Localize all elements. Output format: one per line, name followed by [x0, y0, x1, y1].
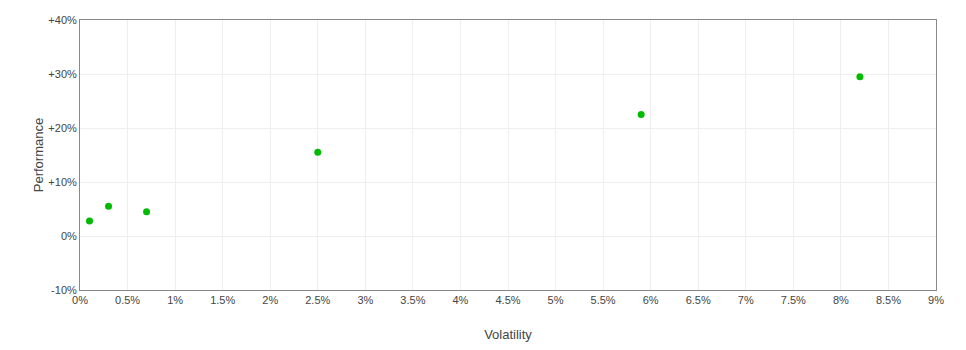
svg-text:4.5%: 4.5% — [495, 294, 520, 306]
svg-text:Performance: Performance — [31, 118, 46, 192]
svg-text:7.5%: 7.5% — [781, 294, 806, 306]
svg-text:9%: 9% — [928, 294, 944, 306]
svg-text:6.5%: 6.5% — [686, 294, 711, 306]
svg-text:3.5%: 3.5% — [400, 294, 425, 306]
svg-text:+20%: +20% — [48, 122, 77, 134]
svg-text:+40%: +40% — [48, 14, 77, 26]
svg-text:+10%: +10% — [48, 176, 77, 188]
svg-text:1%: 1% — [167, 294, 183, 306]
svg-text:4%: 4% — [452, 294, 468, 306]
svg-text:0%: 0% — [72, 294, 88, 306]
svg-text:Volatility: Volatility — [484, 327, 532, 342]
svg-text:7%: 7% — [738, 294, 754, 306]
svg-text:0.5%: 0.5% — [115, 294, 140, 306]
svg-text:2.5%: 2.5% — [305, 294, 330, 306]
svg-text:+30%: +30% — [48, 68, 77, 80]
svg-text:3%: 3% — [357, 294, 373, 306]
svg-text:0%: 0% — [61, 230, 77, 242]
svg-text:8.5%: 8.5% — [876, 294, 901, 306]
svg-text:2%: 2% — [262, 294, 278, 306]
svg-text:5%: 5% — [548, 294, 564, 306]
svg-text:-10%: -10% — [51, 284, 77, 296]
svg-text:6%: 6% — [643, 294, 659, 306]
svg-text:8%: 8% — [833, 294, 849, 306]
svg-text:5.5%: 5.5% — [591, 294, 616, 306]
svg-text:1.5%: 1.5% — [210, 294, 235, 306]
